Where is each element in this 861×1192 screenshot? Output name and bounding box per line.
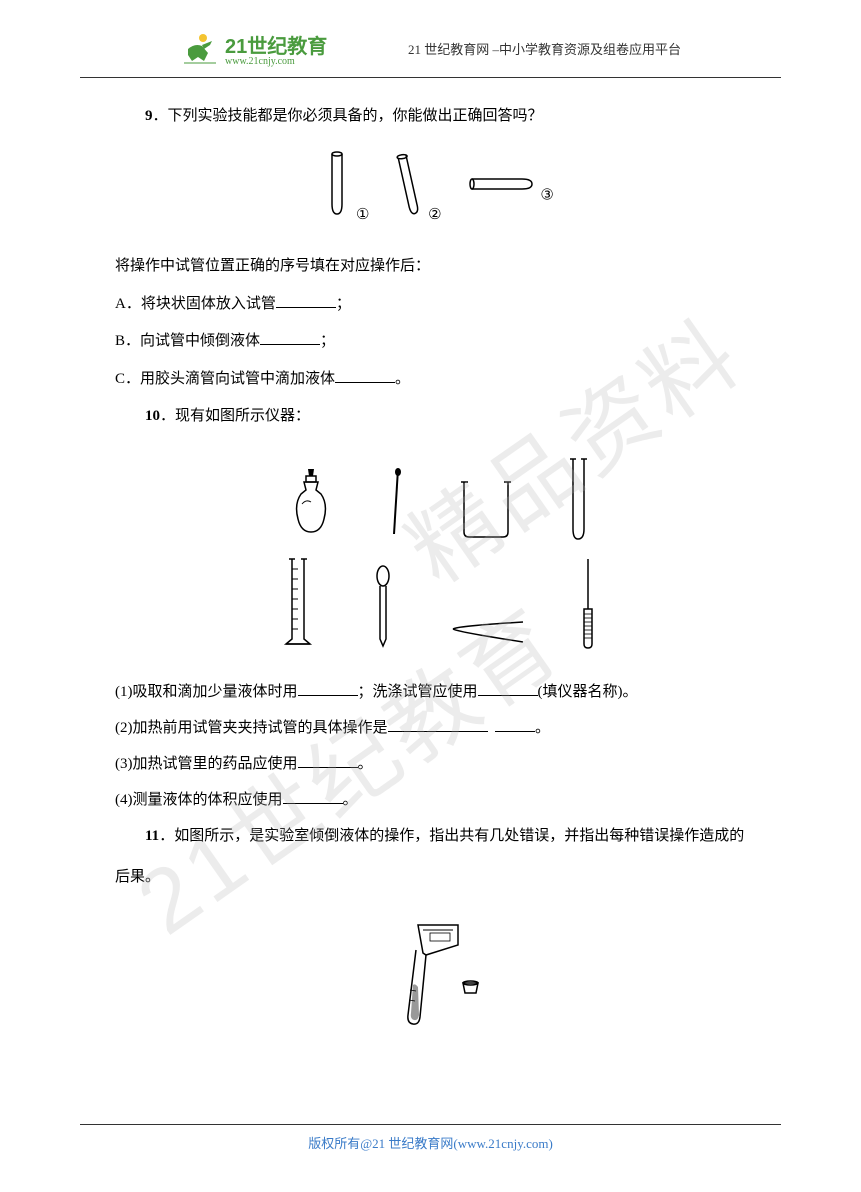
question-11: 11．如图所示，是实验室倾倒液体的操作，指出共有几处错误，并指出每种错误操作造成… xyxy=(115,818,761,854)
q10-2-blank2[interactable] xyxy=(495,717,535,732)
q10-figure xyxy=(115,444,761,664)
glass-rod-icon xyxy=(386,464,406,544)
logo-text: 21世纪教育 xyxy=(225,36,327,58)
runner-icon xyxy=(180,31,220,67)
tube-3: ③ xyxy=(467,169,554,214)
q9-b-end: ； xyxy=(320,333,335,349)
tube-2-label: ② xyxy=(428,207,441,223)
tube-1-label: ① xyxy=(356,207,369,223)
q10-number: 10 xyxy=(145,408,160,424)
q11-text: ．如图所示，是实验室倾倒液体的操作，指出共有几处错误，并指出每种错误操作造成的 xyxy=(159,828,744,844)
tweezers-icon xyxy=(448,614,528,654)
q9-b-text: B．向试管中倾倒液体 xyxy=(115,333,260,349)
q9-c-blank[interactable] xyxy=(335,368,395,383)
footer-text: 版权所有@21 世纪教育网(www.21cnjy.com) xyxy=(308,1136,553,1151)
q9-choice-c: C．用胶头滴管向试管中滴加液体 。 xyxy=(115,361,761,399)
beaker-icon xyxy=(456,474,516,544)
q10-1a: (1)吸取和滴加少量液体时用 xyxy=(115,684,298,700)
q10-4-blank[interactable] xyxy=(283,789,343,804)
tube-1: ① xyxy=(322,149,369,233)
q10-2b: 。 xyxy=(535,720,550,736)
bottle-icon xyxy=(418,925,458,955)
q9-figure: ① ② ③ xyxy=(115,144,761,238)
q10-2a: (2)加热前用试管夹夹持试管的具体操作是 xyxy=(115,720,388,736)
q11-figure xyxy=(115,915,761,1049)
page-header: 21世纪教育 www.21cnjy.com 21 世纪教育网 –中小学教育资源及… xyxy=(80,0,781,78)
q9-choice-b: B．向试管中倾倒液体 ； xyxy=(115,323,761,361)
question-9: 9．下列实验技能都是你必须具备的，你能做出正确回答吗？ xyxy=(115,98,761,134)
q10-1c: (填仪器名称)。 xyxy=(538,684,638,700)
main-content: 9．下列实验技能都是你必须具备的，你能做出正确回答吗？ ① ② xyxy=(0,78,861,1089)
graduated-cylinder-icon xyxy=(278,554,318,654)
q10-4a: (4)测量液体的体积应使用 xyxy=(115,792,283,808)
q10-2-blank1[interactable] xyxy=(388,717,488,732)
q10-sub3: (3)加热试管里的药品应使用 。 xyxy=(115,746,761,782)
q10-sub2: (2)加热前用试管夹夹持试管的具体操作是 。 xyxy=(115,710,761,746)
q10-1b: ；洗涤试管应使用 xyxy=(358,684,478,700)
brush-icon xyxy=(578,554,598,654)
test-tube-icon xyxy=(566,454,591,544)
q9-a-text: A．将块状固体放入试管 xyxy=(115,296,276,312)
q9-number: 9 xyxy=(145,108,153,124)
logo: 21世纪教育 www.21cnjy.com xyxy=(180,30,327,67)
q9-c-end: 。 xyxy=(395,371,410,387)
q11-number: 11 xyxy=(145,828,159,844)
tube-3-label: ③ xyxy=(540,187,553,203)
q9-c-text: C．用胶头滴管向试管中滴加液体 xyxy=(115,371,335,387)
q9-text: ．下列实验技能都是你必须具备的，你能做出正确回答吗？ xyxy=(153,108,543,124)
header-right-text: 21 世纪教育网 –中小学教育资源及组卷应用平台 xyxy=(408,39,681,58)
q11-text2: 后果。 xyxy=(115,859,761,895)
alcohol-lamp-icon xyxy=(286,464,336,544)
dropper-icon xyxy=(368,564,398,654)
stopper-icon xyxy=(463,981,478,993)
q10-sub4: (4)测量液体的体积应使用 。 xyxy=(115,782,761,818)
q10-1-blank2[interactable] xyxy=(478,681,538,696)
question-10: 10．现有如图所示仪器： xyxy=(115,398,761,434)
q10-4b: 。 xyxy=(343,792,358,808)
q9-b-blank[interactable] xyxy=(260,330,320,345)
q9-instruction: 将操作中试管位置正确的序号填在对应操作后： xyxy=(115,248,761,286)
q9-a-end: ； xyxy=(336,296,351,312)
q9-a-blank[interactable] xyxy=(276,293,336,308)
q10-3b: 。 xyxy=(358,756,373,772)
q10-1-blank1[interactable] xyxy=(298,681,358,696)
page-footer: 版权所有@21 世纪教育网(www.21cnjy.com) xyxy=(80,1124,781,1152)
q10-3a: (3)加热试管里的药品应使用 xyxy=(115,756,298,772)
q10-text: ．现有如图所示仪器： xyxy=(160,408,310,424)
q10-3-blank[interactable] xyxy=(298,753,358,768)
tube-2: ② xyxy=(394,149,441,233)
q10-sub1: (1)吸取和滴加少量液体时用 ；洗涤试管应使用 (填仪器名称)。 xyxy=(115,674,761,710)
pouring-tube-icon xyxy=(408,950,426,1024)
q9-choice-a: A．将块状固体放入试管 ； xyxy=(115,286,761,324)
